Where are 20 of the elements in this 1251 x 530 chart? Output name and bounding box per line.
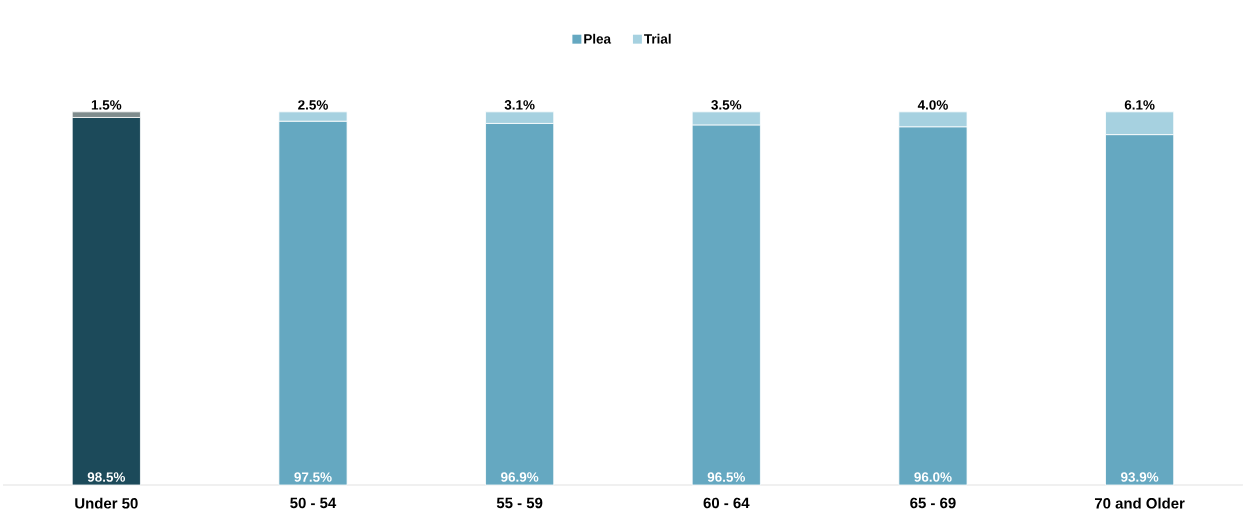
data-label: 97.5% <box>294 472 332 482</box>
x-tick-label: 50 - 54 <box>290 497 337 509</box>
x-tick-label: 55 - 59 <box>496 497 543 509</box>
x-tick-label: 60 - 64 <box>703 497 750 509</box>
data-label: 2.5% <box>298 100 328 110</box>
legend-label: Plea <box>584 33 612 44</box>
data-label: 98.5% <box>87 472 126 482</box>
data-label: 3.5% <box>711 100 742 110</box>
x-tick-label: 65 - 69 <box>910 497 956 509</box>
data-label: 6.1% <box>1124 100 1155 110</box>
data-label: 4.0% <box>917 100 948 110</box>
legend-label: Trial <box>644 33 671 44</box>
data-label: 96.9% <box>501 472 539 482</box>
x-tick-label: Under 50 <box>75 497 138 509</box>
x-tick-label: 70 and Older <box>1094 497 1185 509</box>
data-label: 96.5% <box>707 472 746 482</box>
data-label: 1.5% <box>91 100 122 110</box>
data-label: 96.0% <box>914 472 952 482</box>
data-label: 3.1% <box>504 100 535 110</box>
data-label: 93.9% <box>1121 472 1159 482</box>
